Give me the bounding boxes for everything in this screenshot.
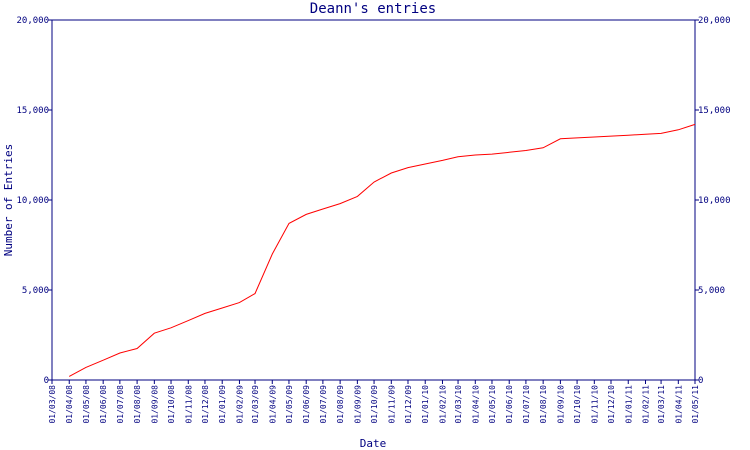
x-tick-label: 01/11/10 bbox=[590, 385, 599, 424]
x-tick-label: 01/10/10 bbox=[573, 385, 582, 424]
x-tick-label: 01/12/09 bbox=[404, 385, 413, 424]
x-tick-label: 01/07/10 bbox=[522, 385, 531, 424]
x-tick-label: 01/11/08 bbox=[184, 385, 193, 424]
x-tick-label: 01/03/10 bbox=[454, 385, 463, 424]
x-tick-label: 01/03/08 bbox=[48, 385, 57, 424]
x-tick-label: 01/02/10 bbox=[438, 385, 447, 424]
y-tick-label-right: 15,000 bbox=[698, 106, 731, 116]
y-tick-label-left: 20,000 bbox=[16, 16, 49, 26]
x-tick-label: 01/04/09 bbox=[268, 385, 277, 424]
x-tick-label: 01/05/10 bbox=[488, 385, 497, 424]
x-tick-label: 01/11/09 bbox=[387, 385, 396, 424]
x-tick-label: 01/05/09 bbox=[285, 385, 294, 424]
x-tick-label: 01/02/09 bbox=[235, 385, 244, 424]
x-tick-label: 01/06/08 bbox=[99, 385, 108, 424]
y-tick-label-right: 0 bbox=[698, 376, 703, 386]
y-tick-label-left: 10,000 bbox=[16, 196, 49, 206]
x-tick-label: 01/09/09 bbox=[353, 385, 362, 424]
x-tick-label: 01/12/10 bbox=[607, 385, 616, 424]
x-tick-label: 01/01/09 bbox=[218, 385, 227, 424]
x-axis-label: Date bbox=[360, 437, 387, 450]
chart-title: Deann's entries bbox=[310, 1, 436, 17]
series-layer bbox=[68, 123, 696, 377]
x-tick-label: 01/05/08 bbox=[82, 385, 91, 424]
y-tick-label-right: 20,000 bbox=[698, 16, 731, 26]
y-tick-label-left: 5,000 bbox=[22, 286, 49, 296]
x-tick-label: 01/04/11 bbox=[674, 385, 683, 424]
x-tick-label: 01/12/08 bbox=[201, 385, 210, 424]
x-tick-label: 01/06/10 bbox=[505, 385, 514, 424]
x-tick-label: 01/06/09 bbox=[302, 385, 311, 424]
x-tick-label: 01/02/11 bbox=[641, 385, 650, 424]
y-tick-label-right: 5,000 bbox=[698, 286, 725, 296]
y-tick-label-right: 10,000 bbox=[698, 196, 731, 206]
series-line bbox=[68, 123, 696, 377]
y-axis-left: 0 5,000 10,000 15,000 20,000 bbox=[16, 16, 52, 386]
plot-area-frame bbox=[51, 19, 696, 381]
x-tick-label: 01/05/11 bbox=[691, 385, 700, 424]
x-axis: 01/03/08 01/04/08 01/05/08 01/06/08 01/07/08… bbox=[48, 380, 700, 424]
y-tick-label-left: 15,000 bbox=[16, 106, 49, 116]
x-tick-label: 01/08/08 bbox=[133, 385, 142, 424]
x-tick-label: 01/04/10 bbox=[471, 385, 480, 424]
x-tick-label: 01/01/10 bbox=[421, 385, 430, 424]
x-tick-label: 01/04/08 bbox=[65, 385, 74, 424]
x-tick-label: 01/08/10 bbox=[539, 385, 548, 424]
x-tick-label: 01/07/09 bbox=[319, 385, 328, 424]
y-tick-label-left: 0 bbox=[44, 376, 49, 386]
x-tick-label: 01/10/09 bbox=[370, 385, 379, 424]
x-tick-label: 01/09/08 bbox=[150, 385, 159, 424]
x-tick-label: 01/07/08 bbox=[116, 385, 125, 424]
x-tick-label: 01/03/09 bbox=[251, 385, 260, 424]
x-tick-label: 01/03/11 bbox=[657, 385, 666, 424]
y-axis-right: 0 5,000 10,000 15,000 20,000 bbox=[695, 16, 731, 386]
x-tick-label: 01/09/10 bbox=[556, 385, 565, 424]
x-tick-label: 01/08/09 bbox=[336, 385, 345, 424]
x-tick-label: 01/10/08 bbox=[167, 385, 176, 424]
x-tick-label: 01/01/11 bbox=[624, 385, 633, 424]
y-axis-label: Number of Entries bbox=[2, 144, 15, 257]
